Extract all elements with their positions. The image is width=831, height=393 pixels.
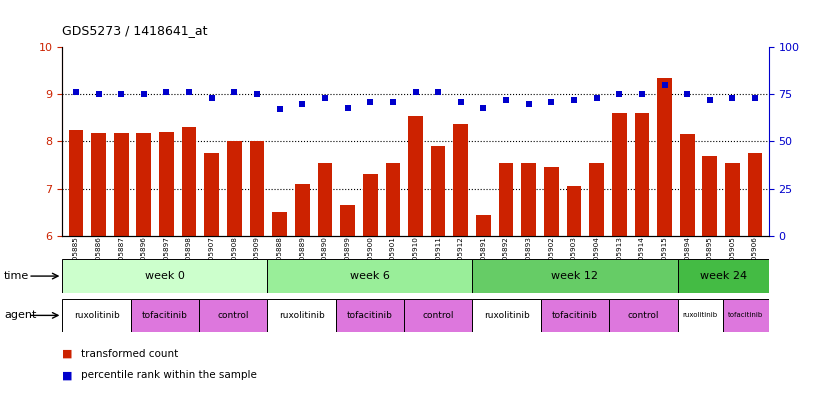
Bar bbox=[677, 259, 769, 293]
Bar bbox=[204, 153, 219, 236]
Bar bbox=[657, 78, 672, 236]
Point bbox=[749, 95, 762, 101]
Point bbox=[160, 89, 173, 95]
Bar bbox=[544, 167, 558, 236]
Point bbox=[703, 97, 716, 103]
Bar bbox=[336, 299, 404, 332]
Point bbox=[658, 82, 671, 88]
Text: ruxolitinib: ruxolitinib bbox=[683, 312, 718, 318]
Text: tofacitinib: tofacitinib bbox=[142, 311, 188, 320]
Bar bbox=[677, 299, 723, 332]
Point bbox=[183, 89, 196, 95]
Text: agent: agent bbox=[4, 310, 37, 320]
Text: week 12: week 12 bbox=[552, 271, 598, 281]
Text: tofacitinib: tofacitinib bbox=[347, 311, 393, 320]
Text: ■: ■ bbox=[62, 370, 73, 380]
Bar bbox=[454, 123, 468, 236]
Point bbox=[454, 99, 467, 105]
Text: ruxolitinib: ruxolitinib bbox=[74, 311, 120, 320]
Point bbox=[590, 95, 603, 101]
Text: tofacitinib: tofacitinib bbox=[552, 311, 598, 320]
Point bbox=[364, 99, 377, 105]
Bar bbox=[499, 163, 514, 236]
Point bbox=[431, 89, 445, 95]
Text: ruxolitinib: ruxolitinib bbox=[278, 311, 324, 320]
Bar bbox=[273, 212, 287, 236]
Bar bbox=[589, 163, 604, 236]
Text: ruxolitinib: ruxolitinib bbox=[484, 311, 529, 320]
Point bbox=[296, 101, 309, 107]
Bar bbox=[340, 205, 355, 236]
Bar bbox=[159, 132, 174, 236]
Text: tofacitinib: tofacitinib bbox=[728, 312, 764, 318]
Point bbox=[544, 99, 558, 105]
Bar bbox=[268, 299, 336, 332]
Point bbox=[635, 91, 648, 97]
Bar bbox=[182, 127, 196, 236]
Bar bbox=[748, 153, 763, 236]
Point bbox=[228, 89, 241, 95]
Point bbox=[250, 91, 263, 97]
Text: control: control bbox=[627, 311, 659, 320]
Point bbox=[499, 97, 513, 103]
Bar bbox=[136, 133, 151, 236]
Point bbox=[137, 91, 150, 97]
Point bbox=[341, 105, 354, 111]
Point bbox=[273, 106, 287, 112]
Bar bbox=[317, 163, 332, 236]
Point bbox=[205, 95, 219, 101]
Bar bbox=[68, 130, 83, 236]
Point bbox=[92, 91, 106, 97]
Text: week 6: week 6 bbox=[350, 271, 390, 281]
Bar bbox=[723, 299, 769, 332]
Bar bbox=[249, 141, 264, 236]
Bar bbox=[702, 156, 717, 236]
Bar bbox=[680, 134, 695, 236]
Point bbox=[568, 97, 581, 103]
Bar bbox=[567, 186, 582, 236]
Bar bbox=[199, 299, 268, 332]
Bar bbox=[227, 141, 242, 236]
Text: percentile rank within the sample: percentile rank within the sample bbox=[81, 370, 257, 380]
Point bbox=[69, 89, 82, 95]
Point bbox=[386, 99, 400, 105]
Bar bbox=[476, 215, 491, 236]
Point bbox=[409, 89, 422, 95]
Text: week 0: week 0 bbox=[145, 271, 184, 281]
Bar bbox=[541, 299, 609, 332]
Bar bbox=[635, 113, 649, 236]
Bar bbox=[295, 184, 310, 236]
Bar bbox=[473, 299, 541, 332]
Bar bbox=[62, 259, 268, 293]
Bar bbox=[521, 163, 536, 236]
Bar bbox=[268, 259, 473, 293]
Point bbox=[115, 91, 128, 97]
Bar bbox=[473, 259, 677, 293]
Bar bbox=[609, 299, 677, 332]
Bar bbox=[612, 113, 627, 236]
Text: time: time bbox=[4, 271, 29, 281]
Bar bbox=[386, 163, 401, 236]
Bar bbox=[62, 299, 130, 332]
Text: week 24: week 24 bbox=[700, 271, 747, 281]
Bar bbox=[408, 116, 423, 236]
Bar bbox=[91, 133, 106, 236]
Point bbox=[477, 105, 490, 111]
Text: control: control bbox=[422, 311, 454, 320]
Bar bbox=[430, 146, 445, 236]
Point bbox=[681, 91, 694, 97]
Bar bbox=[363, 174, 377, 236]
Point bbox=[318, 95, 332, 101]
Bar bbox=[404, 299, 473, 332]
Text: transformed count: transformed count bbox=[81, 349, 178, 359]
Bar bbox=[725, 163, 740, 236]
Text: GDS5273 / 1418641_at: GDS5273 / 1418641_at bbox=[62, 24, 208, 37]
Bar bbox=[114, 133, 129, 236]
Point bbox=[725, 95, 739, 101]
Point bbox=[612, 91, 626, 97]
Point bbox=[522, 101, 535, 107]
Text: ■: ■ bbox=[62, 349, 73, 359]
Bar bbox=[130, 299, 199, 332]
Text: control: control bbox=[218, 311, 249, 320]
